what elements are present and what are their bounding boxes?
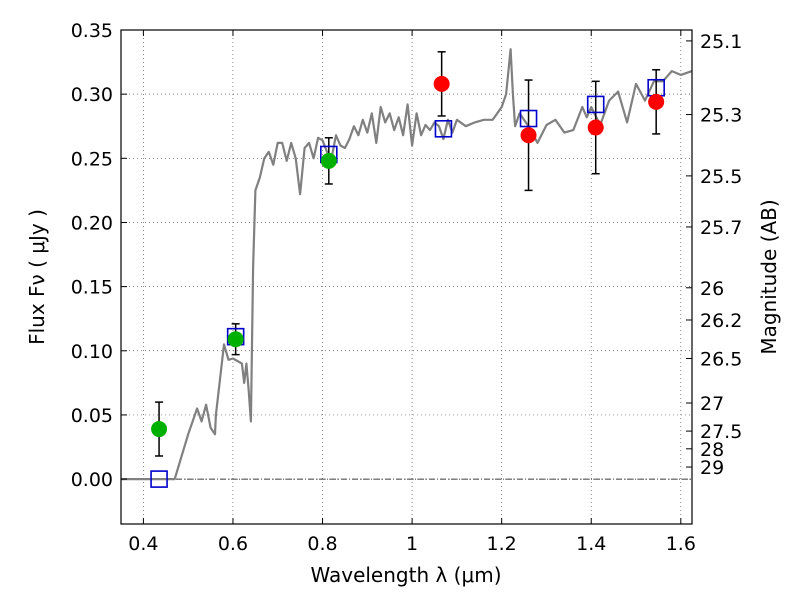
y-tick-label: 0.15 [71,277,113,299]
model-square [434,120,453,138]
magnitude-tick-label: 27.5 [700,421,742,443]
x-tick-label: 1.2 [487,533,517,555]
green-data-point [227,331,244,348]
x-tick-label: 0.6 [218,533,248,555]
x-axis-label: Wavelength λ (μm) [310,563,501,587]
y-tick-label: 0.35 [71,20,113,42]
magnitude-tick-label: 25.3 [700,105,742,127]
model-square [586,95,605,114]
x-tick-label: 0.4 [128,533,158,555]
y-tick-label: 0.05 [71,405,113,427]
x-tick-label: 1.4 [576,533,606,555]
x-tick-label: 1.6 [666,533,696,555]
red-data-point [433,75,450,92]
magnitude-tick-label: 26.5 [700,348,742,370]
model-spectrum-line [121,48,693,481]
y-tick-label: 0.10 [71,341,113,363]
y-tick-labels: 0.00 0.05 0.10 0.15 0.20 0.25 0.30 0.35 [71,20,113,491]
x-tick-labels: 0.4 0.6 0.8 1 1.2 1.4 1.6 [128,533,696,555]
spectrum-group [121,48,693,481]
model-square [519,109,538,128]
plot-frame [120,29,693,525]
red-data-point [587,119,604,136]
magnitude-tick-label: 26.2 [700,310,742,332]
x-tick-label: 0.8 [307,533,337,555]
y-tick-label: 0.00 [71,469,113,491]
data-point-group [150,75,665,488]
model-square [150,470,168,488]
x-tick-label: 1 [406,533,418,555]
green-data-point [320,152,337,169]
magnitude-tick-label: 27 [700,393,724,415]
tick-marks [121,29,692,524]
magnitude-tick-label: 25.1 [700,31,742,53]
magnitude-tick-label: 25.7 [700,217,742,239]
magnitude-tick-label: 25.5 [700,166,742,188]
y2-axis-label: Magnitude (AB) [757,199,781,354]
green-data-point [151,421,168,438]
y-tick-label: 0.20 [71,212,113,234]
magnitude-tick-label: 28 [700,439,724,461]
y-tick-label: 0.30 [71,84,113,106]
magnitude-tick-label: 29 [700,457,724,479]
magnitude-tick-label: 26 [700,278,724,300]
red-data-point [520,127,537,144]
y-axis-label: Flux Fν ( μJy ) [25,209,49,345]
red-data-point [648,93,665,110]
plot-background [121,30,692,524]
y-tick-label: 0.25 [71,148,113,170]
